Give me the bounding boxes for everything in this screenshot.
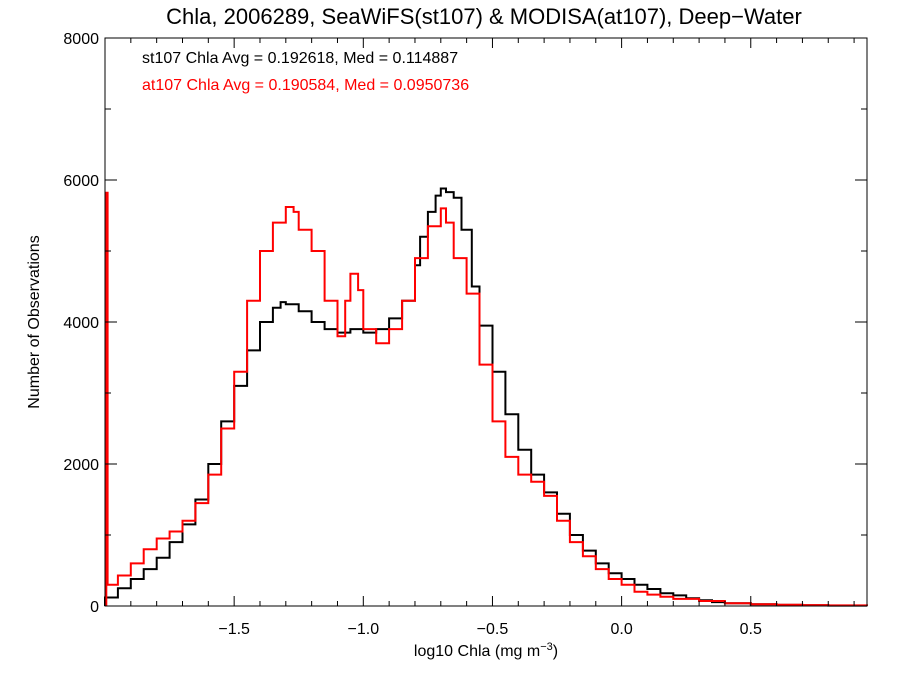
y-tick-label: 0 bbox=[90, 599, 99, 616]
x-axis-label: log10 Chla (mg m−3) bbox=[414, 641, 558, 660]
y-tick-label: 2000 bbox=[63, 457, 99, 474]
x-axis-label-superscript: −3 bbox=[540, 641, 553, 653]
series-layer bbox=[104, 187, 868, 607]
y-tick-label: 8000 bbox=[63, 31, 99, 48]
x-axis-label-main: log10 Chla (mg m bbox=[414, 643, 540, 660]
series-line-at107 bbox=[105, 191, 868, 607]
y-axis: 0 2000 4000 6000 8000 bbox=[63, 31, 867, 616]
x-axis-label-close: ) bbox=[553, 643, 558, 660]
plot-frame bbox=[104, 37, 868, 607]
x-tick-label: −1.5 bbox=[218, 621, 250, 638]
x-tick-label: 0.0 bbox=[610, 621, 632, 638]
y-axis-label: Number of Observations bbox=[26, 235, 43, 408]
chart-title: Chla, 2006289, SeaWiFS(st107) & MODISA(a… bbox=[166, 4, 802, 29]
series-line-st107 bbox=[104, 187, 868, 607]
x-axis: −1.5 −1.0 −0.5 0.0 0.5 bbox=[130, 38, 855, 638]
annotation-1: st107 Chla Avg = 0.192618, Med = 0.11488… bbox=[142, 50, 458, 67]
x-tick-label: 0.5 bbox=[740, 621, 762, 638]
y-tick-label: 6000 bbox=[63, 173, 99, 190]
y-tick-label: 4000 bbox=[63, 315, 99, 332]
x-tick-label: −1.0 bbox=[348, 621, 380, 638]
annotations: st107 Chla Avg = 0.192618, Med = 0.11488… bbox=[142, 50, 469, 94]
annotation-2: at107 Chla Avg = 0.190584, Med = 0.09507… bbox=[142, 77, 469, 94]
x-tick-label: −0.5 bbox=[477, 621, 509, 638]
